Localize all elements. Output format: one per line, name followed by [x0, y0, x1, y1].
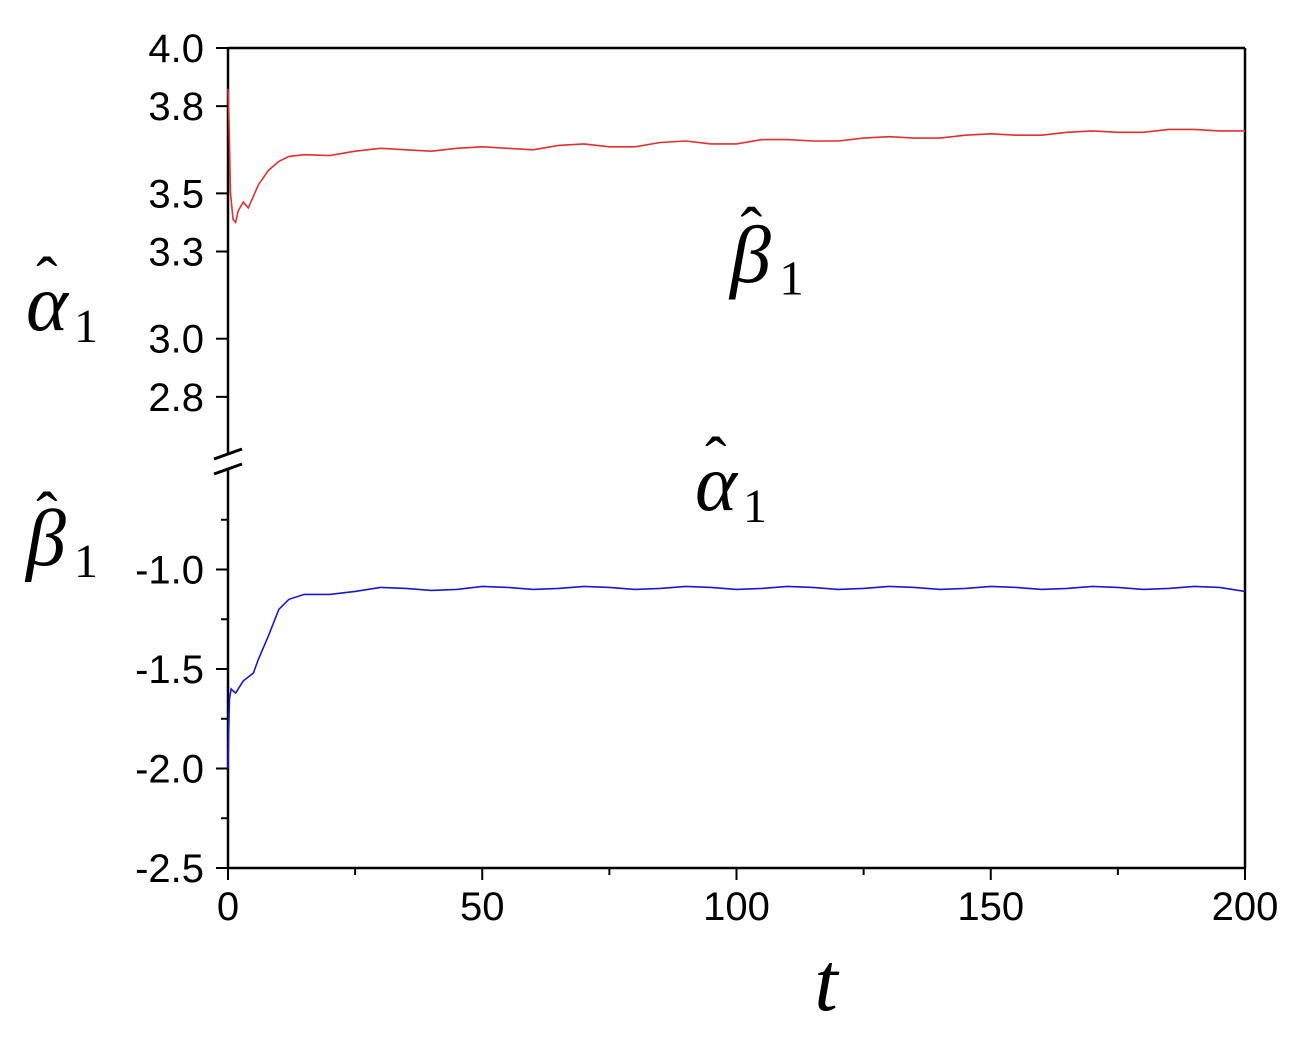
y-lower-tick-label: -2.0 — [135, 748, 204, 792]
series-layer — [227, 88, 1246, 769]
y-upper-axis-label: αˆ1 — [26, 244, 98, 353]
y-upper-tick-label: 3.5 — [148, 172, 204, 216]
y-upper-tick-label: 4.0 — [148, 27, 204, 71]
alpha-series-annotation: αˆ1 — [695, 424, 767, 533]
axis-break-mark — [213, 462, 243, 476]
x-axis-label: t — [814, 936, 840, 1029]
x-tick-label: 50 — [460, 885, 505, 929]
y-upper-tick-label: 3.3 — [148, 231, 204, 275]
y-lower-tick-label: -2.5 — [135, 847, 204, 891]
y-upper-tick-label: 2.8 — [148, 376, 204, 420]
y-lower-axis-label-symbol: β — [24, 495, 66, 583]
alpha-series-annotation-symbol: α — [695, 440, 739, 528]
beta-series-annotation-hat: ˆ — [740, 195, 762, 267]
y-upper-tick-label: 3.8 — [148, 85, 204, 129]
series-line-lower — [227, 585, 1246, 769]
y-lower-axis-label-hat: ˆ — [36, 479, 57, 550]
y-upper-tick-label: 3.0 — [148, 318, 204, 362]
x-tick-label: 0 — [217, 885, 239, 929]
labels-layer: 0 50 100 150 200 2.8 3.0 3.3 3.5 3.8 4.0 -2.5 -2.0 -1… — [24, 27, 1278, 1029]
series-line-upper — [227, 88, 1245, 225]
axis-break-mark — [213, 447, 243, 461]
alpha-series-annotation-subscript: 1 — [743, 480, 767, 533]
y-upper-axis-label-subscript: 1 — [74, 300, 98, 353]
y-lower-tick-label: -1.0 — [135, 549, 204, 593]
x-tick-label: 100 — [703, 885, 770, 929]
y-lower-tick-label: -1.5 — [135, 648, 204, 692]
beta-series-annotation-symbol: β — [728, 209, 771, 300]
y-upper-axis-label-hat: ˆ — [36, 244, 57, 315]
y-upper-axis-label-symbol: α — [26, 260, 70, 348]
y-lower-axis-label: βˆ1 — [24, 479, 98, 588]
axes — [213, 46, 1247, 880]
beta-series-annotation: βˆ1 — [728, 195, 804, 305]
y-lower-axis-label-subscript: 1 — [74, 535, 98, 588]
alpha-series-annotation-hat: ˆ — [705, 424, 726, 495]
x-tick-label: 200 — [1212, 885, 1279, 929]
x-tick-label: 150 — [957, 885, 1024, 929]
beta-series-annotation-subscript: 1 — [779, 250, 804, 305]
